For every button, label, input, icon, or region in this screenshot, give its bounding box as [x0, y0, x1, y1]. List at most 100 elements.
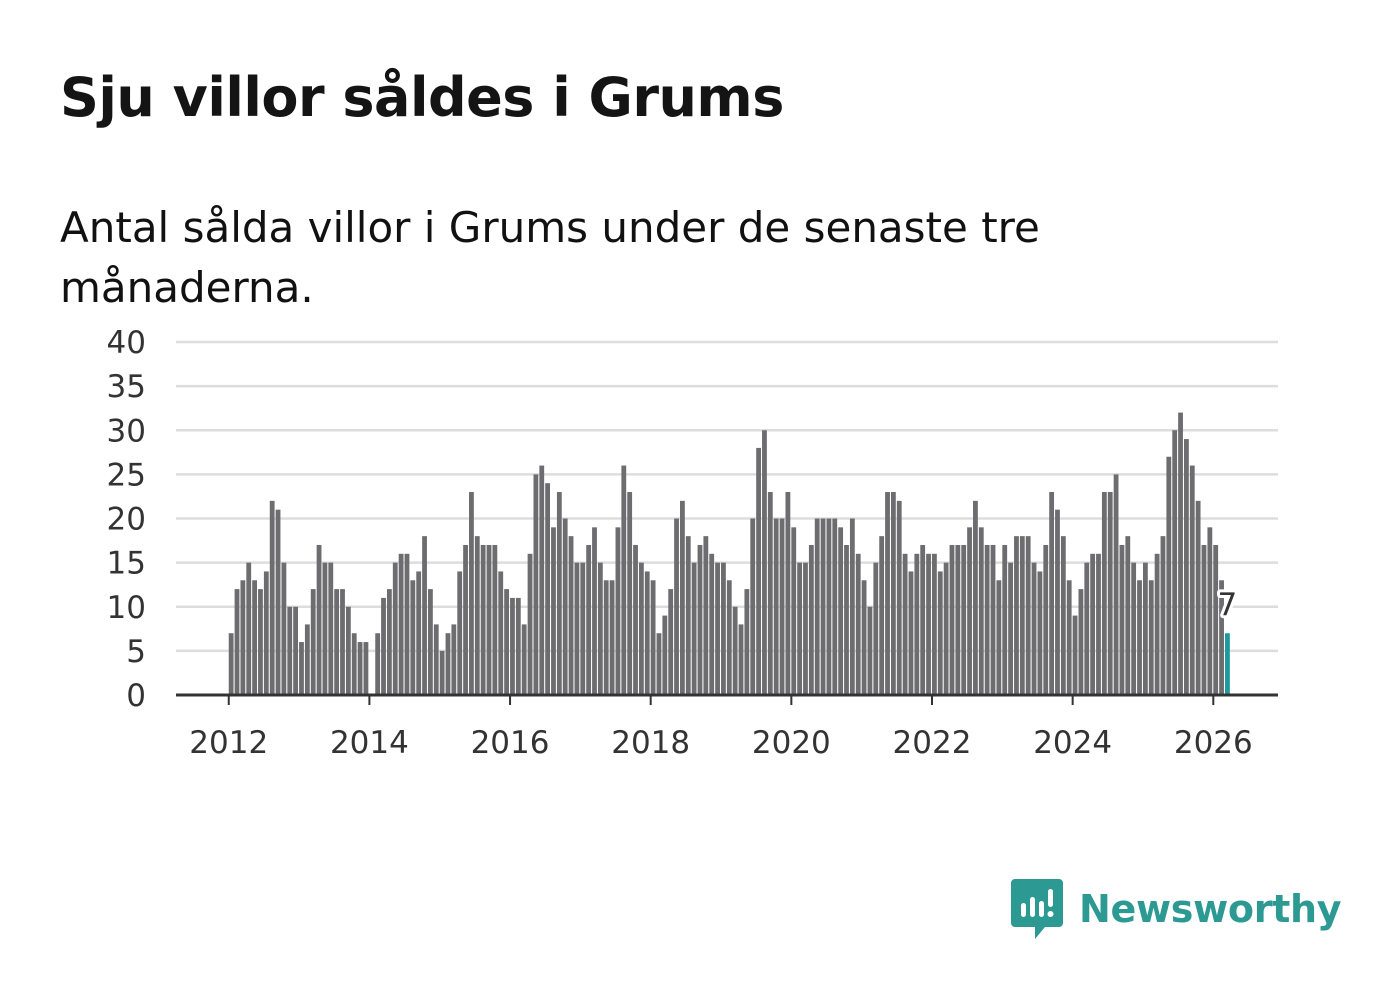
bar-2017-02 — [586, 544, 592, 695]
bar-2025-08 — [1184, 439, 1189, 695]
bar-2016-10 — [562, 518, 568, 695]
bar-2014-12 — [433, 624, 439, 695]
bar-2021-05 — [885, 492, 890, 695]
bar-2021-07 — [896, 500, 902, 695]
bar-2019-10 — [773, 518, 779, 695]
bar-2014-05 — [392, 562, 398, 696]
bar-2022-08 — [973, 500, 978, 695]
bar-2017-11 — [638, 562, 644, 696]
bar-2023-08 — [1043, 544, 1049, 695]
bar-2023-02 — [1008, 562, 1013, 696]
bar-2023-04 — [1019, 536, 1025, 695]
bar-2022-12 — [996, 580, 1002, 695]
bar-2021-08 — [902, 553, 908, 695]
bar-2013-07 — [334, 589, 340, 695]
bar-2017-04 — [597, 562, 603, 696]
y-axis-ticks: 0 5 10 15 20 25 30 35 40 — [107, 325, 146, 714]
bar-2014-02 — [375, 633, 381, 695]
bar-2019-05 — [744, 589, 750, 695]
bar-2018-07 — [685, 536, 691, 695]
bar-2022-09 — [978, 527, 984, 695]
bar-2023-05 — [1025, 536, 1031, 695]
bar-2025-03 — [1154, 553, 1160, 695]
bar-2023-07 — [1037, 571, 1043, 695]
bar-2020-03 — [803, 562, 808, 696]
bar-2015-09 — [486, 544, 492, 695]
bar-2020-06 — [820, 518, 826, 695]
bar-2015-04 — [457, 571, 463, 695]
bar-2012-05 — [252, 580, 257, 695]
bar-2019-02 — [726, 580, 732, 695]
newsworthy-logo: Newsworthy — [1011, 879, 1342, 939]
bar-2012-12 — [293, 606, 299, 695]
bar-2013-02 — [304, 624, 310, 695]
bar-2025-11 — [1201, 544, 1207, 695]
bar-2014-10 — [422, 536, 427, 695]
bar-2018-10 — [703, 536, 709, 695]
bar-2024-09 — [1119, 544, 1125, 695]
bar-2022-02 — [937, 571, 943, 695]
bar-2020-01 — [791, 527, 797, 695]
bar-2012-06 — [258, 589, 263, 695]
bar-2013-03 — [310, 589, 316, 695]
x-tick-label: 2018 — [611, 725, 690, 761]
bar-2024-12 — [1137, 580, 1142, 695]
bar-2015-01 — [439, 650, 445, 696]
bar-2020-05 — [814, 518, 820, 695]
bar-2013-11 — [357, 642, 363, 695]
bar-2017-09 — [627, 492, 633, 695]
bar-2015-11 — [498, 571, 504, 695]
bar-2018-02 — [656, 633, 662, 695]
x-tick-label: 2014 — [330, 725, 409, 761]
bar-2020-07 — [826, 518, 832, 695]
bar-2017-07 — [615, 527, 621, 695]
bar-2020-12 — [855, 553, 861, 695]
bar-2024-08 — [1113, 474, 1119, 696]
bar-2018-06 — [680, 500, 685, 695]
bar-2022-11 — [990, 544, 996, 695]
bar-2013-09 — [345, 606, 351, 695]
bar-2012-10 — [281, 562, 287, 696]
bar-2023-11 — [1060, 536, 1066, 695]
bar-2012-04 — [246, 562, 252, 696]
bar-2013-04 — [316, 544, 322, 695]
y-tick-label: 25 — [107, 457, 146, 493]
bar-2024-05 — [1096, 553, 1101, 695]
bar-2022-03 — [943, 562, 949, 696]
y-tick-label: 40 — [107, 325, 146, 361]
y-tick-label: 15 — [107, 546, 146, 582]
bar-2021-12 — [926, 553, 931, 695]
bar-2018-01 — [650, 580, 656, 695]
bar-2017-08 — [621, 465, 627, 695]
bar-2012-09 — [275, 509, 281, 695]
bar-2016-06 — [539, 465, 545, 695]
bar-2022-10 — [984, 544, 990, 695]
bar-2014-08 — [410, 580, 416, 695]
bar-2014-07 — [404, 553, 410, 695]
bar-2018-12 — [715, 562, 720, 696]
y-tick-label: 5 — [126, 634, 146, 670]
bar-2021-04 — [879, 536, 885, 695]
bar-2017-01 — [580, 562, 586, 696]
bar-2022-07 — [967, 527, 972, 695]
bar-2016-03 — [521, 624, 527, 695]
bar-2014-06 — [398, 553, 404, 695]
x-tick-label: 2020 — [752, 725, 831, 761]
bar-2015-07 — [474, 536, 480, 695]
bar-2016-09 — [556, 492, 562, 695]
chart-subtitle: Antal sålda villor i Grums under de sena… — [60, 203, 1040, 312]
bar-2024-10 — [1125, 536, 1131, 695]
bar-2014-11 — [428, 589, 433, 695]
x-axis: 2012 2014 2016 2018 2020 2022 2024 2026 — [176, 693, 1278, 761]
y-tick-label: 10 — [107, 590, 146, 626]
bar-2016-11 — [568, 536, 574, 695]
bar-2021-09 — [908, 571, 914, 695]
bar-2020-11 — [849, 518, 855, 695]
bar-2014-03 — [381, 597, 386, 695]
bar-2024-07 — [1107, 492, 1113, 695]
bar-2020-09 — [838, 527, 844, 695]
highlight-value-label: 7 — [1218, 587, 1238, 623]
bar-2021-11 — [920, 544, 926, 695]
bar-2015-05 — [463, 544, 468, 695]
